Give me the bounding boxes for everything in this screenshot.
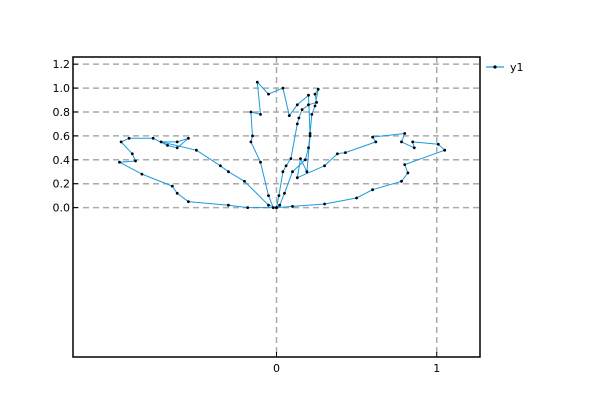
data-point [291, 205, 294, 208]
data-point [227, 170, 230, 174]
data-point [151, 136, 155, 140]
legend-label-y1: y1 [510, 61, 524, 74]
data-point [243, 179, 246, 183]
data-point [295, 103, 299, 107]
data-point [374, 140, 378, 144]
data-point [267, 203, 270, 207]
data-point [187, 136, 190, 140]
data-point [336, 152, 339, 156]
y-tick-label: 0.6 [53, 130, 71, 143]
data-point [307, 146, 310, 150]
data-point [281, 86, 285, 90]
data-point [295, 122, 299, 126]
data-point [303, 158, 307, 162]
data-point [249, 140, 253, 144]
data-point [195, 148, 198, 152]
data-point [344, 151, 347, 155]
data-point [291, 170, 294, 174]
data-point [295, 176, 299, 180]
data-point [443, 148, 447, 152]
y-tick-label: 0.8 [53, 106, 71, 119]
data-point [403, 132, 407, 135]
data-point [130, 152, 134, 156]
data-point [227, 203, 230, 207]
data-point [281, 170, 285, 174]
data-point [267, 194, 270, 198]
data-point [323, 202, 326, 206]
legend[interactable]: y1 [486, 61, 524, 74]
data-point [259, 160, 262, 164]
data-point [134, 159, 137, 163]
y-tick-label: 0.4 [53, 154, 71, 167]
data-point [278, 203, 282, 207]
data-point [300, 108, 304, 111]
data-point [299, 157, 302, 161]
data-point [406, 171, 410, 175]
data-point [371, 188, 374, 192]
data-point [259, 113, 262, 116]
data-point [308, 134, 312, 138]
y-tick-label: 1.0 [53, 82, 71, 95]
data-point [246, 206, 250, 210]
data-point [249, 110, 253, 114]
data-point [313, 104, 317, 108]
data-point [316, 87, 320, 91]
data-point [323, 164, 326, 168]
y-tick-label: 1.2 [53, 58, 71, 71]
y-tick-label: 0.0 [53, 202, 71, 215]
data-point [283, 191, 286, 195]
data-point [315, 101, 318, 104]
data-point [255, 80, 259, 84]
data-point [170, 184, 174, 188]
data-point [159, 140, 163, 144]
data-point [305, 170, 309, 174]
data-point [313, 92, 317, 96]
data-point [275, 206, 278, 210]
data-point [412, 146, 416, 150]
legend-marker-y1 [493, 65, 497, 69]
data-point [436, 142, 440, 146]
data-point [289, 157, 293, 161]
data-point [287, 114, 291, 117]
data-point [403, 163, 407, 167]
data-point [219, 164, 222, 168]
data-point [371, 135, 374, 139]
data-point [277, 194, 281, 198]
data-point [297, 116, 301, 120]
data-point [140, 172, 144, 176]
series-layer [118, 80, 447, 210]
data-point [175, 191, 179, 195]
data-point [400, 140, 403, 144]
data-point [411, 140, 415, 144]
data-point [187, 200, 190, 204]
data-point [127, 136, 131, 140]
tick-layer: 0.0 0.2 0.4 0.6 0.8 1.0 1.2 0 1 [53, 58, 441, 375]
x-tick-label: 1 [433, 362, 440, 375]
data-point [251, 134, 254, 138]
x-tick-label: 0 [273, 362, 280, 375]
data-point [267, 92, 270, 96]
data-point [284, 164, 288, 168]
data-point [355, 196, 358, 200]
data-point [271, 206, 275, 210]
data-point [307, 103, 310, 107]
data-point [175, 140, 179, 144]
data-point [310, 113, 314, 116]
data-point [119, 140, 123, 144]
data-point [175, 146, 179, 150]
series-line-y1 [119, 81, 446, 209]
data-point [308, 132, 312, 135]
data-point [400, 179, 403, 183]
data-point [166, 144, 169, 147]
data-point [118, 160, 121, 164]
y-tick-label: 0.2 [53, 178, 71, 191]
data-point [307, 93, 310, 97]
